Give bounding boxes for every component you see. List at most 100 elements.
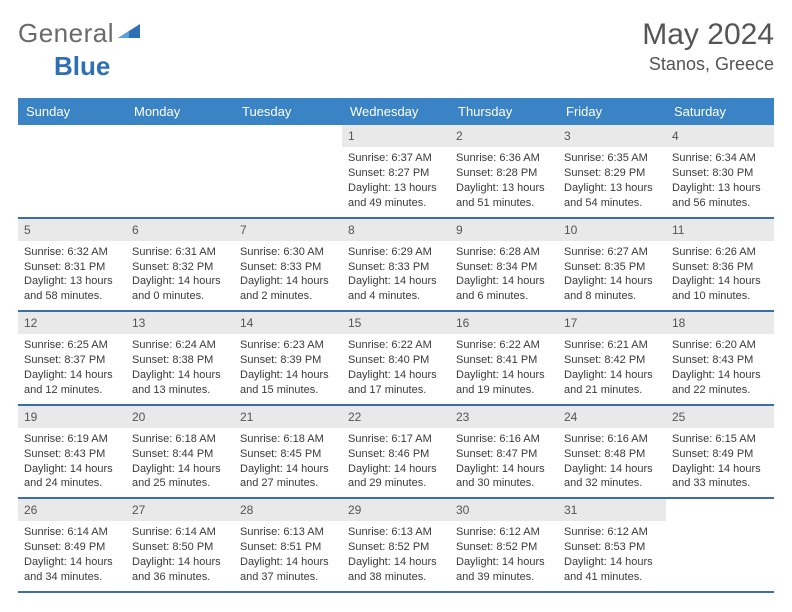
sunrise-line: Sunrise: 6:13 AM [348, 525, 444, 540]
day-cell: 23Sunrise: 6:16 AMSunset: 8:47 PMDayligh… [450, 406, 558, 498]
sunrise-line: Sunrise: 6:36 AM [456, 151, 552, 166]
calendar-grid: 1Sunrise: 6:37 AMSunset: 8:27 PMDaylight… [18, 125, 774, 593]
sunrise-line: Sunrise: 6:31 AM [132, 245, 228, 260]
daylight-line: Daylight: 14 hours and 41 minutes. [564, 555, 660, 585]
day-number: 19 [18, 406, 126, 428]
day-number: 6 [126, 219, 234, 241]
sunset-line: Sunset: 8:32 PM [132, 260, 228, 275]
week-row: 1Sunrise: 6:37 AMSunset: 8:27 PMDaylight… [18, 125, 774, 219]
sunset-line: Sunset: 8:52 PM [348, 540, 444, 555]
sunset-line: Sunset: 8:49 PM [672, 447, 768, 462]
daylight-line: Daylight: 13 hours and 54 minutes. [564, 181, 660, 211]
dow-wednesday: Wednesday [342, 98, 450, 125]
daylight-line: Daylight: 13 hours and 49 minutes. [348, 181, 444, 211]
sunset-line: Sunset: 8:43 PM [24, 447, 120, 462]
month-title: May 2024 [642, 18, 774, 52]
sunrise-line: Sunrise: 6:24 AM [132, 338, 228, 353]
dow-thursday: Thursday [450, 98, 558, 125]
sunset-line: Sunset: 8:34 PM [456, 260, 552, 275]
day-cell: 27Sunrise: 6:14 AMSunset: 8:50 PMDayligh… [126, 499, 234, 591]
day-cell: 4Sunrise: 6:34 AMSunset: 8:30 PMDaylight… [666, 125, 774, 217]
day-cell: 28Sunrise: 6:13 AMSunset: 8:51 PMDayligh… [234, 499, 342, 591]
day-cell: 19Sunrise: 6:19 AMSunset: 8:43 PMDayligh… [18, 406, 126, 498]
day-number: 8 [342, 219, 450, 241]
calendar-page: General May 2024 Stanos, Greece Blue Sun… [0, 0, 792, 601]
daylight-line: Daylight: 14 hours and 21 minutes. [564, 368, 660, 398]
sunset-line: Sunset: 8:37 PM [24, 353, 120, 368]
brand-general: General [18, 18, 114, 49]
daylight-line: Daylight: 14 hours and 24 minutes. [24, 462, 120, 492]
sunset-line: Sunset: 8:48 PM [564, 447, 660, 462]
daylight-line: Daylight: 14 hours and 2 minutes. [240, 274, 336, 304]
day-cell: 25Sunrise: 6:15 AMSunset: 8:49 PMDayligh… [666, 406, 774, 498]
day-number: 9 [450, 219, 558, 241]
day-cell: 26Sunrise: 6:14 AMSunset: 8:49 PMDayligh… [18, 499, 126, 591]
sunrise-line: Sunrise: 6:28 AM [456, 245, 552, 260]
sunrise-line: Sunrise: 6:25 AM [24, 338, 120, 353]
day-cell: 16Sunrise: 6:22 AMSunset: 8:41 PMDayligh… [450, 312, 558, 404]
week-row: 26Sunrise: 6:14 AMSunset: 8:49 PMDayligh… [18, 499, 774, 593]
sunset-line: Sunset: 8:35 PM [564, 260, 660, 275]
sunrise-line: Sunrise: 6:30 AM [240, 245, 336, 260]
daylight-line: Daylight: 14 hours and 17 minutes. [348, 368, 444, 398]
day-cell [666, 499, 774, 591]
day-number: 12 [18, 312, 126, 334]
day-cell: 30Sunrise: 6:12 AMSunset: 8:52 PMDayligh… [450, 499, 558, 591]
sunset-line: Sunset: 8:46 PM [348, 447, 444, 462]
sunset-line: Sunset: 8:47 PM [456, 447, 552, 462]
day-number: 4 [666, 125, 774, 147]
location-label: Stanos, Greece [642, 54, 774, 75]
day-number: 18 [666, 312, 774, 334]
sunset-line: Sunset: 8:43 PM [672, 353, 768, 368]
day-cell: 5Sunrise: 6:32 AMSunset: 8:31 PMDaylight… [18, 219, 126, 311]
daylight-line: Daylight: 14 hours and 34 minutes. [24, 555, 120, 585]
day-cell: 10Sunrise: 6:27 AMSunset: 8:35 PMDayligh… [558, 219, 666, 311]
sunrise-line: Sunrise: 6:12 AM [456, 525, 552, 540]
sunset-line: Sunset: 8:27 PM [348, 166, 444, 181]
day-cell [18, 125, 126, 217]
daylight-line: Daylight: 14 hours and 33 minutes. [672, 462, 768, 492]
day-cell: 14Sunrise: 6:23 AMSunset: 8:39 PMDayligh… [234, 312, 342, 404]
sunrise-line: Sunrise: 6:26 AM [672, 245, 768, 260]
day-cell: 9Sunrise: 6:28 AMSunset: 8:34 PMDaylight… [450, 219, 558, 311]
sunrise-line: Sunrise: 6:37 AM [348, 151, 444, 166]
day-number: 20 [126, 406, 234, 428]
sunrise-line: Sunrise: 6:32 AM [24, 245, 120, 260]
sunset-line: Sunset: 8:44 PM [132, 447, 228, 462]
day-cell: 6Sunrise: 6:31 AMSunset: 8:32 PMDaylight… [126, 219, 234, 311]
day-number: 7 [234, 219, 342, 241]
sunrise-line: Sunrise: 6:15 AM [672, 432, 768, 447]
day-cell: 1Sunrise: 6:37 AMSunset: 8:27 PMDaylight… [342, 125, 450, 217]
sunrise-line: Sunrise: 6:22 AM [348, 338, 444, 353]
day-cell: 8Sunrise: 6:29 AMSunset: 8:33 PMDaylight… [342, 219, 450, 311]
day-number: 23 [450, 406, 558, 428]
sunset-line: Sunset: 8:30 PM [672, 166, 768, 181]
day-cell: 13Sunrise: 6:24 AMSunset: 8:38 PMDayligh… [126, 312, 234, 404]
sunset-line: Sunset: 8:45 PM [240, 447, 336, 462]
sunrise-line: Sunrise: 6:14 AM [132, 525, 228, 540]
day-cell: 20Sunrise: 6:18 AMSunset: 8:44 PMDayligh… [126, 406, 234, 498]
sunset-line: Sunset: 8:42 PM [564, 353, 660, 368]
day-cell: 17Sunrise: 6:21 AMSunset: 8:42 PMDayligh… [558, 312, 666, 404]
sunset-line: Sunset: 8:40 PM [348, 353, 444, 368]
sunrise-line: Sunrise: 6:27 AM [564, 245, 660, 260]
day-number: 14 [234, 312, 342, 334]
daylight-line: Daylight: 14 hours and 37 minutes. [240, 555, 336, 585]
day-cell [126, 125, 234, 217]
day-number: 28 [234, 499, 342, 521]
sunrise-line: Sunrise: 6:29 AM [348, 245, 444, 260]
sunset-line: Sunset: 8:52 PM [456, 540, 552, 555]
daylight-line: Daylight: 14 hours and 39 minutes. [456, 555, 552, 585]
day-cell: 2Sunrise: 6:36 AMSunset: 8:28 PMDaylight… [450, 125, 558, 217]
daylight-line: Daylight: 14 hours and 38 minutes. [348, 555, 444, 585]
day-cell: 18Sunrise: 6:20 AMSunset: 8:43 PMDayligh… [666, 312, 774, 404]
sunset-line: Sunset: 8:31 PM [24, 260, 120, 275]
brand-mark-icon [118, 20, 140, 47]
week-row: 19Sunrise: 6:19 AMSunset: 8:43 PMDayligh… [18, 406, 774, 500]
sunrise-line: Sunrise: 6:21 AM [564, 338, 660, 353]
daylight-line: Daylight: 14 hours and 36 minutes. [132, 555, 228, 585]
sunrise-line: Sunrise: 6:16 AM [456, 432, 552, 447]
brand-blue: Blue [54, 51, 110, 81]
day-cell [234, 125, 342, 217]
day-number: 29 [342, 499, 450, 521]
